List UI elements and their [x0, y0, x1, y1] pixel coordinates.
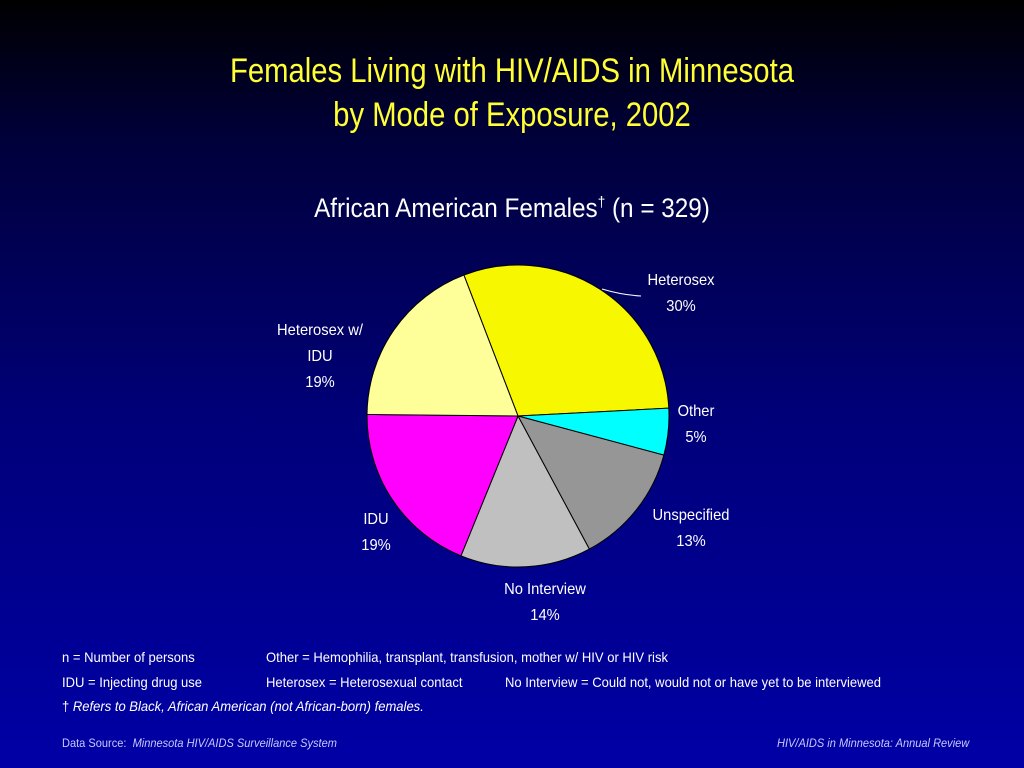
label-other-name: Other	[677, 403, 715, 420]
pie-slice-heterosex	[463, 264, 670, 417]
label-other: Other 5%	[659, 399, 733, 451]
label-heterosex-name: Heterosex	[647, 272, 715, 289]
pie-slice-no-interview	[460, 414, 591, 568]
label-heterosex-idu-name-2: IDU	[307, 348, 333, 365]
label-heterosex-pct: 30%	[666, 298, 696, 315]
title-line-1: Females Living with HIV/AIDS in Minnesot…	[230, 52, 794, 90]
footnote-no-interview-def: No Interview = Could not, would not or h…	[505, 674, 881, 690]
label-unspecified: Unspecified 13%	[640, 503, 741, 555]
subtitle-text: African American Females	[314, 193, 598, 223]
label-no-interview-name: No Interview	[504, 581, 586, 598]
report-name: HIV/AIDS in Minnesota: Annual Review	[777, 736, 969, 750]
footnote-dagger-symbol: †	[62, 698, 70, 714]
label-heterosex-idu-pct: 19%	[305, 374, 335, 391]
chart-subtitle: African American Females† (n = 329)	[51, 193, 973, 224]
report-name-text: HIV/AIDS in Minnesota: Annual Review	[777, 736, 970, 750]
label-other-pct: 5%	[685, 429, 707, 446]
pie-slice-heterosex-w-idu	[366, 274, 519, 417]
pie-slice-idu	[366, 413, 519, 557]
label-no-interview: No Interview 14%	[489, 577, 601, 629]
label-unspecified-name: Unspecified	[652, 507, 730, 524]
label-idu-pct: 19%	[361, 537, 391, 554]
heterosex-leader-line	[601, 288, 642, 297]
data-source-name: Minnesota HIV/AIDS Surveillance System	[132, 736, 337, 750]
subtitle-dagger: †	[597, 194, 606, 211]
pie-slices	[366, 264, 670, 568]
footnote-heterosex-def: Heterosex = Heterosexual contact	[266, 674, 463, 690]
label-unspecified-pct: 13%	[676, 533, 706, 550]
label-no-interview-pct: 14%	[530, 607, 560, 624]
footnote-idu-def: IDU = Injecting drug use	[62, 674, 203, 690]
label-heterosex-idu-name-1: Heterosex w/	[277, 322, 363, 339]
label-idu: IDU 19%	[348, 507, 403, 559]
footnote-dagger-text: Refers to Black, African American (not A…	[72, 698, 424, 714]
footnote-dagger-note: † Refers to Black, African American (not…	[62, 698, 424, 714]
pie-slice-unspecified	[517, 415, 665, 550]
title-line-2: by Mode of Exposure, 2002	[333, 96, 691, 134]
data-source: Data Source: Minnesota HIV/AIDS Surveill…	[62, 736, 337, 750]
footnote-n-def: n = Number of persons	[62, 649, 195, 665]
subtitle-count: (n = 329)	[605, 193, 710, 223]
footnote-other-def: Other = Hemophilia, transplant, transfus…	[266, 649, 668, 665]
data-source-prefix: Data Source:	[62, 736, 127, 750]
label-heterosex: Heterosex 30%	[634, 268, 728, 320]
label-heterosex-idu: Heterosex w/ IDU 19%	[267, 318, 374, 396]
label-idu-name: IDU	[363, 511, 389, 528]
